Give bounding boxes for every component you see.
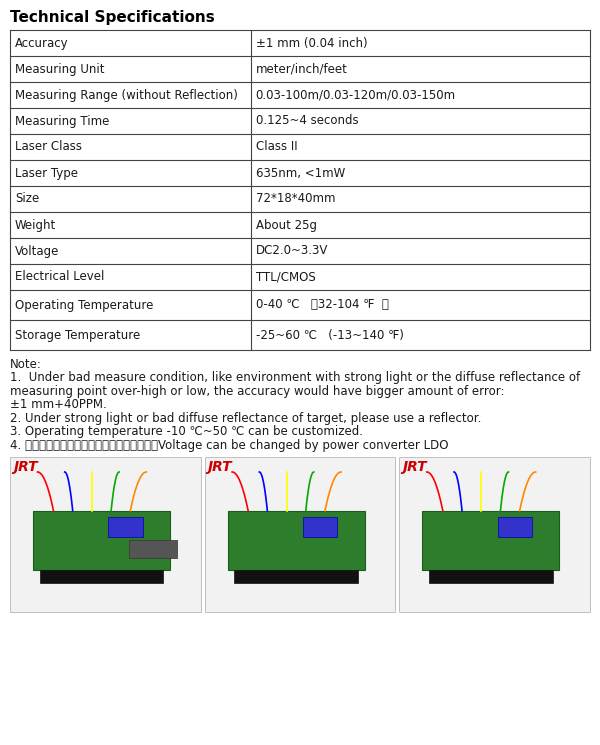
- Bar: [498, 516, 532, 537]
- Text: Electrical Level: Electrical Level: [15, 270, 104, 284]
- Bar: [205, 457, 395, 612]
- Text: Accuracy: Accuracy: [15, 37, 68, 49]
- Bar: [400, 457, 590, 612]
- Text: TTL/CMOS: TTL/CMOS: [256, 270, 316, 284]
- Text: ±1 mm+40PPM.: ±1 mm+40PPM.: [10, 399, 107, 411]
- Text: -25~60 ℃   (-13~140 ℉): -25~60 ℃ (-13~140 ℉): [256, 329, 404, 341]
- Text: Note:: Note:: [10, 358, 42, 371]
- Text: ±1 mm (0.04 inch): ±1 mm (0.04 inch): [256, 37, 367, 49]
- Text: JRT: JRT: [13, 460, 38, 475]
- Text: JRT: JRT: [208, 460, 232, 475]
- Text: Measuring Range (without Reflection): Measuring Range (without Reflection): [15, 89, 238, 101]
- Text: 72*18*40mm: 72*18*40mm: [256, 192, 335, 206]
- Text: 0-40 ℃   （32-104 ℉  ）: 0-40 ℃ （32-104 ℉ ）: [256, 299, 389, 311]
- Bar: [33, 511, 170, 570]
- Text: 0.125~4 seconds: 0.125~4 seconds: [256, 115, 358, 127]
- Text: DC2.0~3.3V: DC2.0~3.3V: [256, 244, 328, 258]
- Bar: [10, 457, 200, 612]
- Text: About 25g: About 25g: [256, 218, 317, 232]
- Bar: [227, 511, 365, 570]
- Bar: [422, 511, 559, 570]
- Bar: [109, 516, 143, 537]
- Text: 4. 如果需要增加电压，可以用电源转接模块。Voltage can be changed by power converter LDO: 4. 如果需要增加电压，可以用电源转接模块。Voltage can be cha…: [10, 439, 449, 452]
- Bar: [235, 570, 358, 583]
- Text: Measuring Unit: Measuring Unit: [15, 63, 104, 75]
- Text: Size: Size: [15, 192, 39, 206]
- Bar: [40, 570, 163, 583]
- Text: Laser Class: Laser Class: [15, 141, 82, 153]
- Text: 0.03-100m/0.03-120m/0.03-150m: 0.03-100m/0.03-120m/0.03-150m: [256, 89, 456, 101]
- Text: Voltage: Voltage: [15, 244, 59, 258]
- Text: 635nm, <1mW: 635nm, <1mW: [256, 166, 345, 180]
- Text: JRT: JRT: [403, 460, 427, 475]
- Bar: [429, 570, 553, 583]
- Bar: [303, 516, 337, 537]
- Bar: [129, 540, 177, 558]
- Text: measuring point over-high or low, the accuracy would have bigger amount of error: measuring point over-high or low, the ac…: [10, 385, 505, 398]
- Text: Technical Specifications: Technical Specifications: [10, 10, 215, 25]
- Text: Laser Type: Laser Type: [15, 166, 78, 180]
- Text: 3. Operating temperature -10 ℃~50 ℃ can be customized.: 3. Operating temperature -10 ℃~50 ℃ can …: [10, 425, 363, 439]
- Text: Storage Temperature: Storage Temperature: [15, 329, 140, 341]
- Text: Weight: Weight: [15, 218, 56, 232]
- Text: 2. Under strong light or bad diffuse reflectance of target, please use a reflect: 2. Under strong light or bad diffuse ref…: [10, 412, 481, 425]
- Text: Class II: Class II: [256, 141, 298, 153]
- Text: meter/inch/feet: meter/inch/feet: [256, 63, 347, 75]
- Text: Operating Temperature: Operating Temperature: [15, 299, 154, 311]
- Text: Measuring Time: Measuring Time: [15, 115, 109, 127]
- Text: 1.  Under bad measure condition, like environment with strong light or the diffu: 1. Under bad measure condition, like env…: [10, 372, 580, 384]
